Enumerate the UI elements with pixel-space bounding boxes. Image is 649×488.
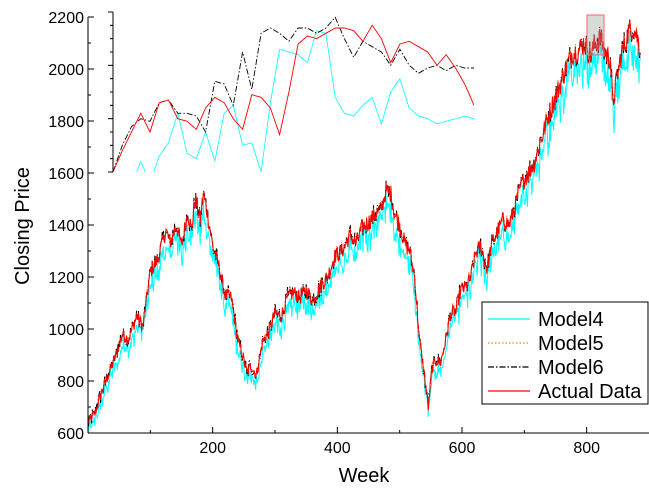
x-tick-label: 800 <box>573 440 600 457</box>
y-tick-label: 1200 <box>48 270 84 287</box>
series-line-model4 <box>121 30 474 172</box>
y-tick-label: 800 <box>57 374 84 391</box>
x-tick-label: 200 <box>199 440 226 457</box>
legend-label: Model5 <box>538 333 604 355</box>
zoom-highlight-box <box>586 14 605 56</box>
legend-label: Model4 <box>538 309 604 331</box>
y-tick-label: 2000 <box>48 62 84 79</box>
inset-background <box>113 12 474 172</box>
x-tick-label: 400 <box>324 440 351 457</box>
x-axis-label: Week <box>339 465 391 487</box>
y-tick-label: 1000 <box>48 322 84 339</box>
y-tick-label: 2200 <box>48 10 84 27</box>
y-tick-label: 1400 <box>48 218 84 235</box>
series-line-model6 <box>113 16 474 172</box>
y-axis-label: Closing Price <box>12 167 34 285</box>
legend-label: Actual Data <box>538 381 642 403</box>
y-tick-label: 1800 <box>48 114 84 131</box>
y-tick-label: 600 <box>57 426 84 443</box>
axes: 600 800 1000 1200 1400 1600 1800 2000 2200 200 400… <box>48 10 649 457</box>
inset-series <box>113 16 474 172</box>
legend-label: Model6 <box>538 357 604 379</box>
series-line-model4 <box>87 30 641 433</box>
y-tick-label: 1600 <box>48 166 84 183</box>
series-line-actual-data <box>113 24 474 172</box>
inset-chart <box>108 11 474 173</box>
x-tick-label: 600 <box>449 440 476 457</box>
series-line-actual-data <box>87 19 641 424</box>
plot-series <box>87 18 641 433</box>
